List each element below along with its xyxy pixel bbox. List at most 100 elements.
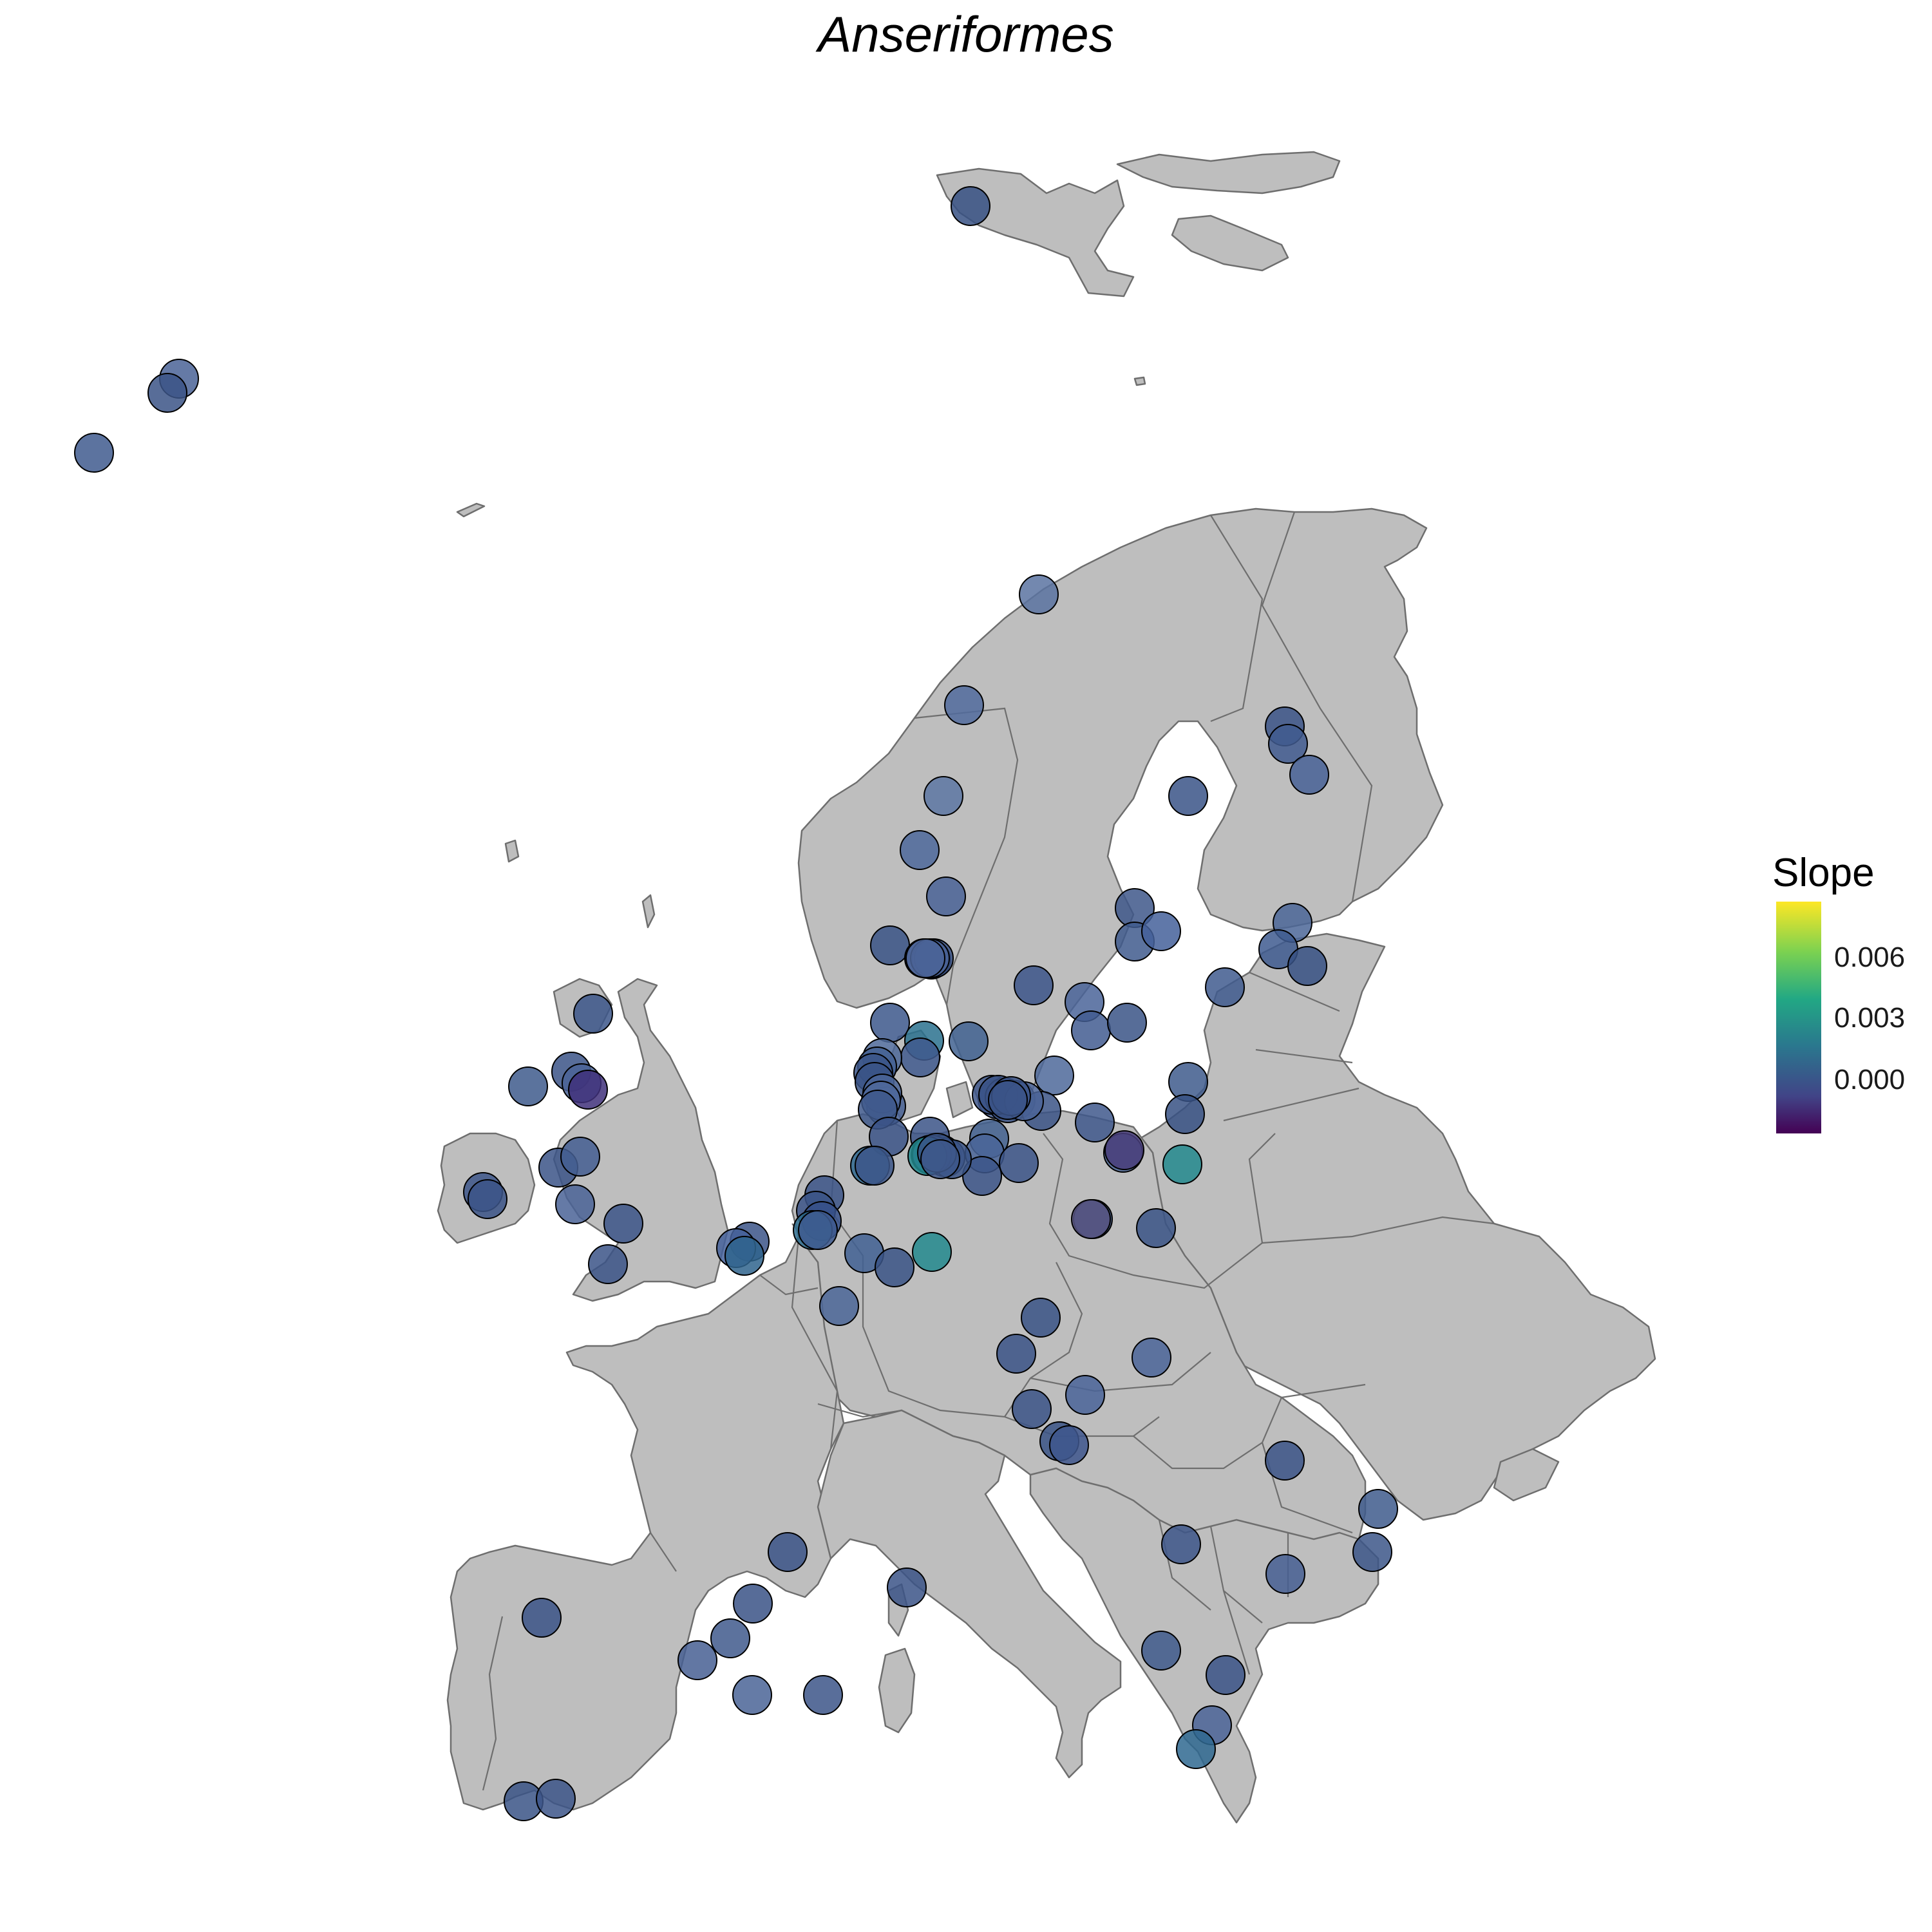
map-point	[912, 1232, 952, 1272]
map-point	[926, 876, 966, 916]
map-point	[1265, 1441, 1305, 1481]
map-point	[870, 925, 910, 965]
map-point	[920, 1139, 960, 1179]
map-point	[923, 776, 963, 816]
map-point	[1176, 1729, 1216, 1769]
map-point	[677, 1640, 717, 1680]
land-sardinia	[878, 1647, 916, 1734]
map-point	[1268, 724, 1308, 764]
map-point	[522, 1598, 562, 1638]
land-zealand	[945, 1081, 974, 1119]
map-point	[887, 1567, 927, 1607]
map-point	[1206, 1655, 1245, 1695]
land-faroes	[504, 839, 520, 863]
map-point	[1132, 1338, 1171, 1378]
legend-colorbar	[1776, 902, 1821, 1133]
map-point	[944, 685, 984, 725]
map-point	[468, 1179, 507, 1219]
map-point	[1075, 1103, 1115, 1142]
map-point	[1104, 1130, 1144, 1170]
legend-tick-0-006: 0.006	[1834, 942, 1906, 973]
map-point	[1107, 1003, 1147, 1043]
map-point	[1141, 1631, 1181, 1671]
map-point	[1021, 1298, 1061, 1338]
map-point	[875, 1247, 914, 1287]
land-jan-mayen	[456, 502, 486, 518]
map-point	[768, 1532, 808, 1572]
map-point	[1358, 1489, 1398, 1529]
map-point	[588, 1244, 628, 1284]
land-shetland	[641, 894, 656, 929]
map-point	[1289, 755, 1329, 795]
map-point	[962, 1156, 1002, 1196]
map-point	[855, 1146, 895, 1186]
land-scandinavia	[797, 507, 1444, 1109]
map-point	[724, 1236, 764, 1276]
map-point	[560, 1137, 600, 1177]
map-point	[996, 1334, 1036, 1374]
map-point	[1014, 965, 1054, 1005]
legend-tick-0-003: 0.003	[1834, 1002, 1906, 1034]
map-point	[988, 1080, 1028, 1120]
map-point	[1162, 1144, 1202, 1184]
border-balkans	[1158, 1519, 1289, 1675]
map-point	[819, 1286, 859, 1326]
border-switzerland	[817, 1403, 902, 1418]
map-point	[900, 830, 940, 870]
land-nordaustlandet	[1116, 151, 1341, 194]
map-point	[999, 1143, 1039, 1183]
legend-title: Slope	[1772, 851, 1875, 895]
map-point	[573, 994, 613, 1034]
map-point	[147, 373, 187, 413]
map-point	[1168, 776, 1208, 816]
map-point	[798, 1210, 838, 1250]
map-point	[710, 1618, 750, 1658]
map-point	[1161, 1524, 1201, 1564]
land-svalbard-east	[1171, 214, 1289, 272]
map-point	[568, 1070, 608, 1110]
map-point	[1049, 1425, 1089, 1465]
map-point	[905, 938, 945, 978]
legend-tick-0-000: 0.000	[1834, 1064, 1906, 1095]
border-norway-sweden	[914, 707, 1019, 1005]
map-point	[74, 433, 114, 473]
map-point	[803, 1675, 843, 1715]
border-iberia	[482, 1616, 504, 1791]
border-finland-russia	[1261, 511, 1373, 902]
map-point	[1265, 1554, 1305, 1594]
map-point	[1136, 1208, 1176, 1248]
map-point	[1065, 1375, 1105, 1415]
land-bear-island	[1133, 376, 1146, 386]
map-point	[1019, 574, 1059, 614]
map-point	[1287, 946, 1327, 986]
map-point	[1165, 1094, 1205, 1134]
border-poland	[1043, 1133, 1276, 1289]
map-point	[1352, 1532, 1392, 1572]
border-sweden-finland	[1210, 515, 1264, 723]
map-point	[870, 1003, 910, 1043]
map-point	[1071, 1199, 1111, 1239]
map-point	[1141, 911, 1181, 951]
border-france	[650, 1236, 838, 1572]
map-point	[536, 1779, 576, 1819]
land-crimea	[1493, 1448, 1560, 1502]
map-point	[732, 1675, 772, 1715]
map-point	[1071, 1010, 1111, 1050]
border-belarus-ukraine	[1262, 1216, 1495, 1244]
land-great-britain	[553, 978, 729, 1302]
map-point	[733, 1584, 773, 1624]
land-italy	[817, 1409, 1122, 1779]
border-hungary	[1133, 1397, 1283, 1470]
map-title: Anseriformes	[818, 6, 1114, 62]
map-point	[555, 1184, 595, 1224]
slope-points-layer	[74, 186, 1398, 1821]
map-point	[949, 1021, 989, 1061]
land-west-europe	[446, 1235, 845, 1811]
border-baltics	[1223, 971, 1359, 1122]
map-point	[1034, 1056, 1074, 1095]
map-point	[508, 1066, 548, 1106]
map-point	[951, 186, 990, 226]
map-point	[1012, 1389, 1052, 1429]
